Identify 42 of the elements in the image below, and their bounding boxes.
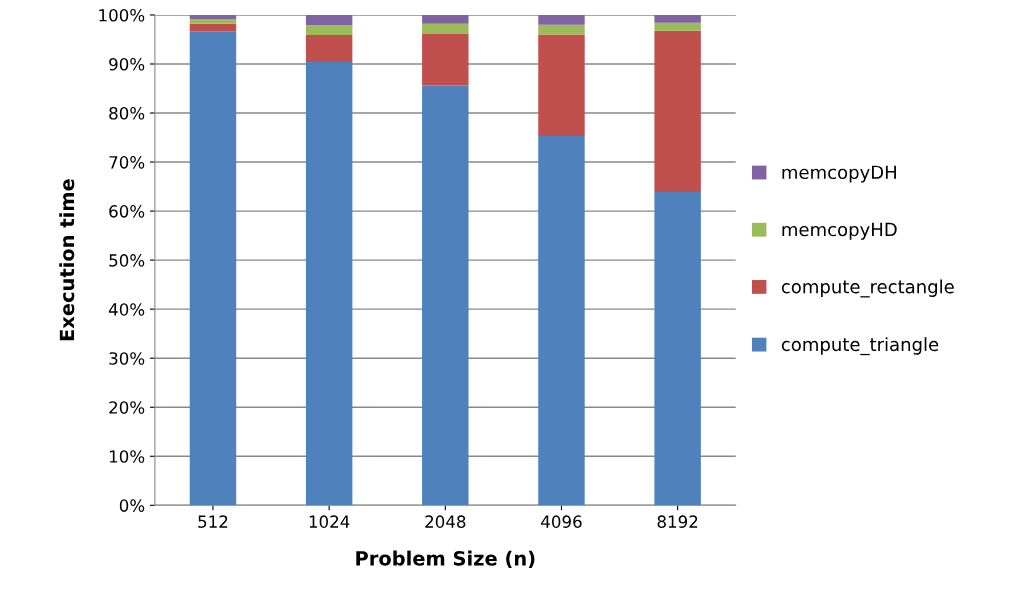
y-tick-label: 100%: [99, 8, 145, 22]
x-tick-label: 8192: [657, 515, 698, 528]
legend-label: memcopyHD: [782, 222, 897, 240]
y-tick-label: 90%: [109, 57, 145, 71]
bar: [654, 30, 701, 192]
bar: [422, 85, 469, 506]
legend-label: compute_rectangle: [781, 279, 954, 298]
bar: [189, 14, 237, 20]
bar: [422, 23, 469, 34]
legend-label: compute_triangle: [781, 337, 939, 356]
y-tick-label: 20%: [109, 401, 145, 414]
y-axis-title: Execution time: [59, 179, 75, 341]
bar: [422, 33, 469, 86]
y-tick-label: 70%: [109, 156, 145, 169]
bar: [189, 31, 237, 506]
bar: [654, 191, 701, 506]
x-axis-title: Problem Size (n): [356, 550, 535, 568]
x-tick-label: 1024: [309, 515, 350, 528]
y-tick-label: 0%: [119, 499, 145, 512]
y-tick-label: 40%: [108, 303, 145, 316]
bar: [189, 23, 237, 32]
bar: [538, 24, 585, 35]
y-tick-label: 50%: [109, 254, 145, 267]
x-tick-label: 2048: [425, 515, 466, 528]
bar: [305, 25, 353, 36]
x-tick-label: 512: [198, 515, 228, 528]
bar: [305, 35, 353, 63]
bar: [654, 14, 701, 23]
bar: [538, 136, 585, 506]
y-tick-label: 30%: [109, 352, 145, 365]
bar: [422, 14, 469, 24]
y-tick-label: 80%: [109, 106, 145, 120]
bar: [189, 19, 237, 24]
y-tick-label: 60%: [109, 205, 145, 218]
x-tick-label: 4096: [541, 515, 582, 528]
bar: [654, 22, 701, 31]
bar: [538, 14, 585, 25]
bar: [305, 14, 353, 26]
bar: [305, 62, 353, 506]
legend-label: memcopyDH: [782, 165, 896, 183]
bar: [538, 34, 585, 137]
y-tick-label: 10%: [109, 450, 145, 463]
